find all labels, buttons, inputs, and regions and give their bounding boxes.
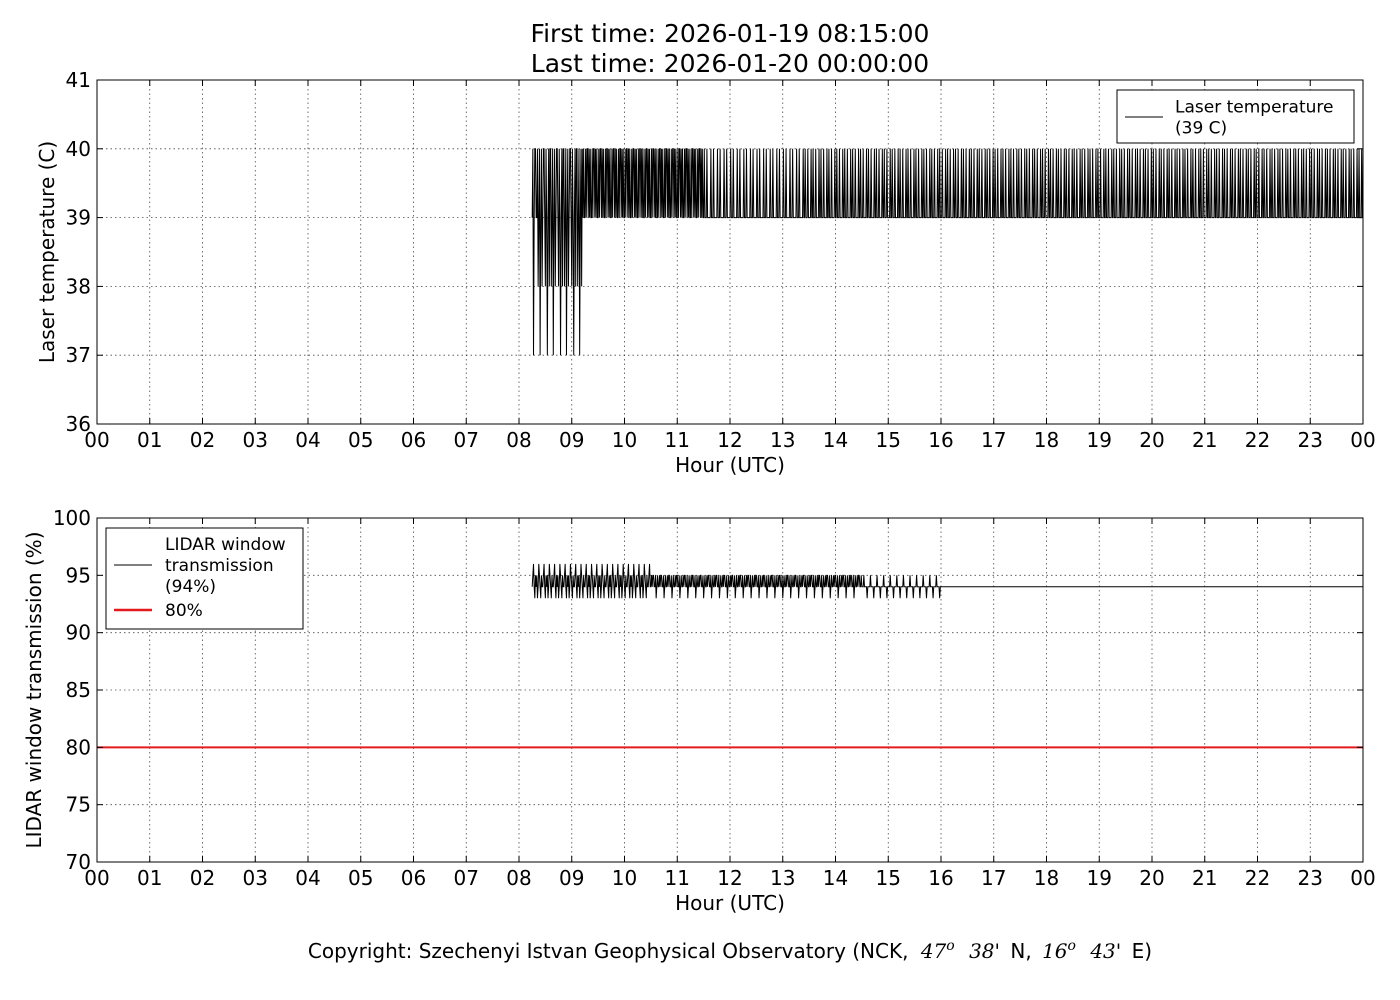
x-tick-label: 07 — [454, 866, 479, 890]
x-tick-label: 13 — [770, 428, 795, 452]
x-tick-label: 07 — [454, 428, 479, 452]
x-tick-label: 11 — [665, 428, 690, 452]
x-tick-label: 20 — [1139, 428, 1164, 452]
x-tick-label: 02 — [190, 866, 215, 890]
legend-label: Laser temperature — [1175, 98, 1333, 118]
x-tick-label: 10 — [612, 866, 637, 890]
y-tick-label: 70 — [66, 850, 91, 874]
laser-temperature-subplot: 00 01 02 03 04 05 06 07 08 09 10 11 12 13 14 15 16 17 18 19… — [35, 68, 1376, 477]
x-tick-label: 00 — [84, 428, 109, 452]
x-tick-label: 00 — [1350, 866, 1375, 890]
x-tick-label: 18 — [1034, 866, 1059, 890]
longitude-degrees: 16 — [1042, 939, 1068, 963]
x-tick-label: 13 — [770, 866, 795, 890]
x-tick-label: 04 — [295, 866, 320, 890]
x-tick-label: 17 — [981, 866, 1006, 890]
gridlines — [97, 80, 1363, 424]
y-tick-label: 37 — [66, 343, 91, 367]
x-tick-label: 01 — [137, 866, 162, 890]
x-tick-label: 23 — [1298, 866, 1323, 890]
x-axis-ticks: 00 01 02 03 04 05 06 07 08 09 10 11 12 13 14 15 16 17 18 19… — [84, 80, 1376, 452]
x-tick-label: 14 — [823, 428, 848, 452]
y-tick-label: 38 — [66, 274, 91, 298]
x-axis-label: Hour (UTC) — [675, 453, 785, 477]
legend-label: 80% — [165, 601, 203, 621]
x-tick-label: 21 — [1192, 866, 1217, 890]
y-tick-label: 85 — [66, 678, 91, 702]
y-axis-label: LIDAR window transmission (%) — [22, 532, 46, 849]
x-tick-label: 16 — [928, 428, 953, 452]
x-tick-label: 00 — [84, 866, 109, 890]
y-axis-ticks: 70 75 80 85 90 95 100 — [53, 506, 1363, 874]
x-axis-label: Hour (UTC) — [675, 891, 785, 915]
x-tick-label: 20 — [1139, 866, 1164, 890]
x-tick-label: 15 — [876, 428, 901, 452]
x-tick-label: 15 — [876, 866, 901, 890]
y-tick-label: 75 — [66, 793, 91, 817]
legend-label: LIDAR window — [165, 535, 286, 555]
y-axis-ticks: 36 37 38 39 40 41 — [66, 68, 1363, 436]
legend-label: transmission — [165, 556, 274, 576]
x-tick-label: 01 — [137, 428, 162, 452]
x-tick-label: 11 — [665, 866, 690, 890]
gridlines — [97, 518, 1363, 862]
x-tick-label: 05 — [348, 866, 373, 890]
x-tick-label: 03 — [243, 428, 268, 452]
x-tick-label: 09 — [559, 866, 584, 890]
legend-label: (39 C) — [1175, 119, 1227, 139]
x-tick-label: 00 — [1350, 428, 1375, 452]
legend-label: (94%) — [165, 577, 216, 597]
x-tick-label: 16 — [928, 866, 953, 890]
y-tick-label: 39 — [66, 206, 91, 230]
x-tick-label: 22 — [1245, 866, 1270, 890]
longitude-direction: E) — [1132, 939, 1152, 963]
x-tick-label: 10 — [612, 428, 637, 452]
y-tick-label: 90 — [66, 621, 91, 645]
latitude-degrees: 47 — [920, 939, 947, 963]
longitude-degree-symbol: o — [1068, 938, 1076, 954]
longitude-minutes: 43' — [1089, 939, 1121, 963]
x-tick-label: 22 — [1245, 428, 1270, 452]
chart-title-line1: First time: 2026-01-19 08:15:00 — [531, 19, 930, 48]
x-tick-label: 06 — [401, 428, 426, 452]
x-tick-label: 19 — [1087, 428, 1112, 452]
laser-temperature-series-line — [531, 148, 1363, 356]
copyright-text: Copyright: Szechenyi Istvan Geophysical … — [308, 931, 1152, 963]
x-tick-label: 18 — [1034, 428, 1059, 452]
latitude-degree-symbol: o — [946, 938, 954, 954]
y-tick-label: 100 — [53, 506, 91, 530]
y-tick-label: 80 — [66, 735, 91, 759]
y-axis-label: Laser temperature (C) — [35, 141, 59, 363]
x-tick-label: 17 — [981, 428, 1006, 452]
x-tick-label: 12 — [717, 866, 742, 890]
x-tick-label: 14 — [823, 866, 848, 890]
lidar-transmission-series-line — [531, 563, 1363, 599]
y-tick-label: 95 — [66, 563, 91, 587]
legend-box — [105, 527, 304, 630]
x-tick-label: 09 — [559, 428, 584, 452]
x-tick-label: 21 — [1192, 428, 1217, 452]
x-tick-label: 02 — [190, 428, 215, 452]
x-tick-label: 08 — [506, 428, 531, 452]
x-tick-label: 03 — [243, 866, 268, 890]
x-tick-label: 19 — [1087, 866, 1112, 890]
y-tick-label: 36 — [66, 412, 91, 436]
x-axis-ticks: 00 01 02 03 04 05 06 07 08 09 10 11 12 13 14 15 16 17 18 19… — [84, 518, 1376, 890]
y-tick-label: 40 — [66, 137, 91, 161]
latitude-direction: N, — [1010, 939, 1031, 963]
legend: Laser temperature(39 C) — [1116, 89, 1355, 144]
x-tick-label: 12 — [717, 428, 742, 452]
y-tick-label: 41 — [66, 68, 91, 92]
x-tick-label: 23 — [1298, 428, 1323, 452]
x-tick-label: 08 — [506, 866, 531, 890]
copyright-prefix: Copyright: Szechenyi Istvan Geophysical … — [308, 939, 909, 963]
chart-title-line2: Last time: 2026-01-20 00:00:00 — [531, 49, 929, 78]
x-tick-label: 06 — [401, 866, 426, 890]
lidar-window-transmission-subplot: 00 01 02 03 04 05 06 07 08 09 10 11 12 13 14 15 16 17 18 19… — [22, 506, 1376, 915]
x-tick-label: 05 — [348, 428, 373, 452]
x-tick-label: 04 — [295, 428, 320, 452]
latitude-minutes: 38' — [969, 939, 1000, 963]
